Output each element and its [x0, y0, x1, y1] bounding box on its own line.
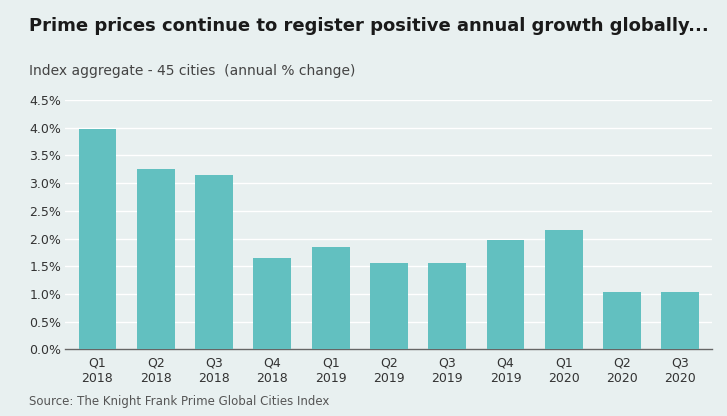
Text: Prime prices continue to register positive annual growth globally...: Prime prices continue to register positi…: [29, 17, 709, 35]
Bar: [137, 169, 174, 349]
Bar: [662, 292, 699, 349]
Bar: [603, 292, 641, 349]
Bar: [428, 263, 466, 349]
Text: Index aggregate - 45 cities  (annual % change): Index aggregate - 45 cities (annual % ch…: [29, 64, 356, 79]
Bar: [370, 263, 408, 349]
Bar: [195, 175, 233, 349]
Bar: [486, 240, 524, 349]
Text: Source: The Knight Frank Prime Global Cities Index: Source: The Knight Frank Prime Global Ci…: [29, 395, 329, 408]
Bar: [254, 258, 292, 349]
Bar: [312, 247, 350, 349]
Bar: [545, 230, 583, 349]
Bar: [79, 129, 116, 349]
